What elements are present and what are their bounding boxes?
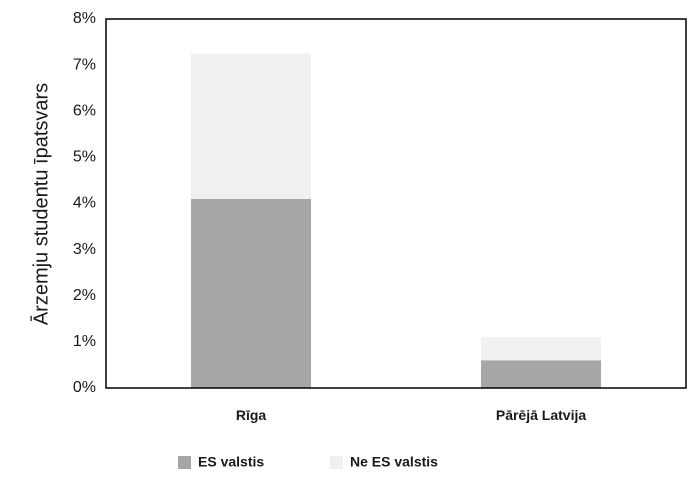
y-tick-label: 2% [73, 287, 96, 304]
y-tick-label: 0% [73, 379, 96, 396]
y-axis-ticks: 0% 1% 2% 3% 4% 5% 6% 7% 8% [73, 10, 96, 396]
y-tick-label: 1% [73, 333, 96, 350]
legend-label: ES valstis [198, 454, 264, 470]
bar-segment-es [481, 360, 601, 388]
x-category-label: Pārējā Latvija [496, 407, 586, 423]
bar-segment-ne-es [191, 53, 311, 199]
legend-swatch [178, 456, 191, 469]
y-tick-label: 5% [73, 149, 96, 166]
y-axis-label: Ārzemju studentu īpatsvars [29, 83, 52, 325]
y-tick-label: 4% [73, 195, 96, 212]
x-axis-categories: Rīga Pārējā Latvija [236, 407, 587, 423]
y-tick-label: 7% [73, 56, 96, 73]
y-tick-label: 6% [73, 102, 96, 119]
bar-segment-ne-es [481, 337, 601, 361]
bars-layer [191, 53, 601, 388]
legend-swatch [330, 456, 343, 469]
legend-label: Ne ES valstis [350, 454, 438, 470]
plot-area-frame [105, 18, 687, 389]
y-tick-label: 3% [73, 241, 96, 258]
y-tick-label: 8% [73, 10, 96, 27]
x-category-label: Rīga [236, 407, 267, 423]
legend: ES valstis Ne ES valstis [178, 454, 438, 470]
bar-segment-es [191, 198, 311, 388]
